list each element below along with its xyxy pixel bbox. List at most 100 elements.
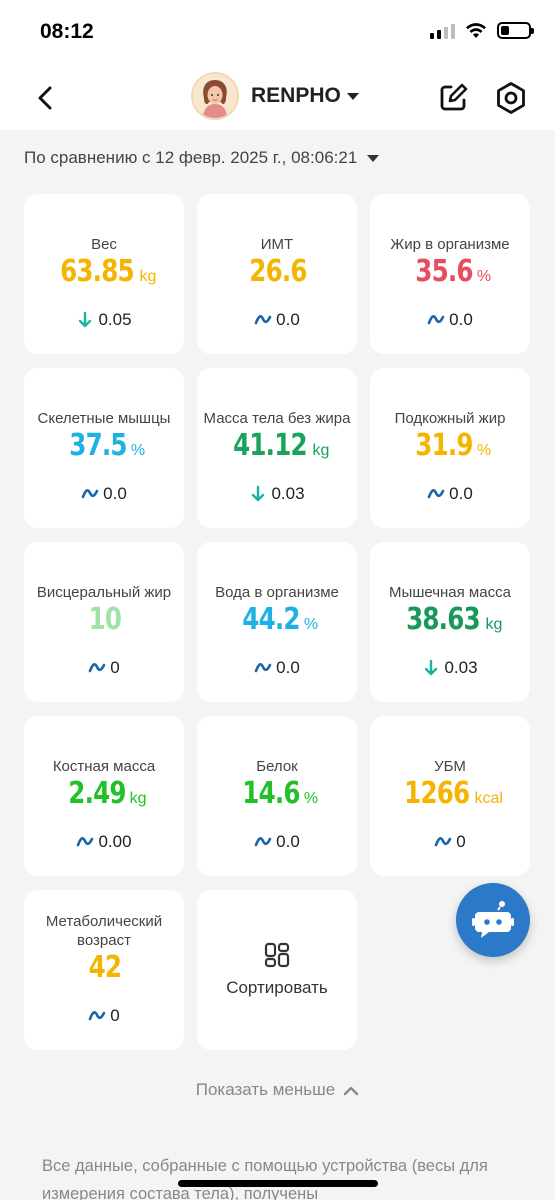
metric-number: 2.49	[67, 776, 126, 811]
metric-change-value: 0.0	[276, 832, 300, 851]
metric-value: 44.2%	[197, 602, 357, 644]
metric-card[interactable]: УБМ 1266 kcal 0	[370, 716, 530, 876]
metric-number: 38.63	[405, 602, 481, 637]
metric-number: 44.2	[242, 602, 300, 637]
wifi-icon	[466, 22, 486, 38]
compare-date-text: По сравнению с 12 февр. 2025 г., 08:06:2…	[24, 148, 358, 167]
profile-name: RENPHO	[251, 84, 341, 107]
wave-flat-icon	[81, 489, 99, 499]
metric-number: 14.6	[242, 776, 300, 811]
metric-change: 0.03	[370, 655, 530, 681]
metric-change-value: 0.0	[103, 484, 127, 503]
metric-change-value: 0.00	[98, 832, 132, 851]
metric-number: 26.6	[249, 254, 307, 289]
sort-grid-icon	[264, 942, 290, 968]
metric-value: 31.9%	[370, 428, 530, 470]
chevron-up-icon	[344, 1086, 359, 1096]
metric-card[interactable]: Скелетные мышцы 37.5% 0.0	[24, 368, 184, 528]
status-time: 08:12	[40, 20, 94, 43]
metric-card[interactable]: Метаболический возраст 42 0	[24, 890, 184, 1050]
metric-value: 2.49 kg	[24, 776, 184, 818]
metric-change: 0.0	[197, 829, 357, 855]
metric-change: 0.05	[24, 307, 184, 333]
metric-label: Подкожный жир	[394, 410, 506, 427]
metric-card[interactable]: Масса тела без жира 41.12 kg 0.03	[197, 368, 357, 528]
status-icons	[430, 22, 534, 39]
metric-number: 37.5	[69, 428, 127, 463]
metric-value: 37.5%	[24, 428, 184, 470]
metric-change: 0.0	[370, 307, 530, 333]
show-less-button[interactable]: Показать меньше	[0, 1080, 555, 1100]
metric-label: Висцеральный жир	[36, 584, 172, 601]
metric-card[interactable]: Костная масса 2.49 kg 0.00	[24, 716, 184, 876]
disclaimer-text: Все данные, собранные с помощью устройст…	[42, 1157, 488, 1200]
back-chevron-left-icon[interactable]	[28, 80, 64, 116]
metric-card[interactable]: Вода в организме 44.2% 0.0	[197, 542, 357, 702]
wave-flat-icon	[88, 1011, 106, 1021]
metric-number: 31.9	[415, 428, 473, 463]
wave-flat-icon	[254, 315, 272, 325]
status-bar: 08:12	[0, 0, 555, 66]
app-header: RENPHO	[0, 66, 555, 130]
metric-value: 35.6%	[370, 254, 530, 296]
metric-label: Масса тела без жира	[203, 410, 351, 427]
wave-flat-icon	[434, 837, 452, 847]
metric-change: 0.0	[197, 655, 357, 681]
metric-change-value: 0.0	[276, 310, 300, 329]
metric-label: Вес	[91, 236, 117, 253]
metric-change-value: 0.03	[271, 484, 305, 503]
wave-flat-icon	[427, 315, 445, 325]
settings-icon[interactable]	[494, 81, 528, 115]
metric-unit: kcal	[474, 790, 503, 807]
metric-label: Метаболический возраст	[45, 913, 163, 949]
assistant-button[interactable]	[456, 883, 530, 957]
metric-change: 0.0	[370, 481, 530, 507]
metric-number: 63.85	[59, 254, 135, 289]
metric-change-value: 0	[110, 658, 120, 677]
metric-change: 0	[24, 655, 184, 681]
metric-label: ИМТ	[260, 236, 294, 253]
wave-flat-icon	[254, 837, 272, 847]
metric-value: 1266 kcal	[370, 776, 530, 818]
metric-number: 41.12	[232, 428, 308, 463]
edit-icon[interactable]	[437, 82, 469, 114]
metric-change-value: 0.03	[444, 658, 478, 677]
metric-value: 14.6%	[197, 776, 357, 818]
robot-chat-icon	[472, 901, 514, 938]
metric-change-value: 0	[110, 1006, 120, 1025]
metric-change-value: 0.0	[449, 484, 473, 503]
metric-card[interactable]: Подкожный жир 31.9% 0.0	[370, 368, 530, 528]
profile-switcher[interactable]: RENPHO	[191, 72, 359, 120]
metric-card[interactable]: Белок 14.6% 0.0	[197, 716, 357, 876]
metric-change: 0	[24, 1003, 184, 1029]
sort-label: Сортировать	[226, 978, 328, 997]
metric-card[interactable]: Вес 63.85 kg 0.05	[24, 194, 184, 354]
home-indicator	[178, 1180, 378, 1187]
metric-card[interactable]: ИМТ 26.6 0.0	[197, 194, 357, 354]
metric-unit: kg	[139, 268, 157, 285]
metric-label: УБМ	[434, 758, 466, 775]
metric-card[interactable]: Висцеральный жир 10 0	[24, 542, 184, 702]
metric-change: 0.00	[24, 829, 184, 855]
sort-button[interactable]: Сортировать	[197, 890, 357, 1050]
metric-card[interactable]: Мышечная масса 38.63 kg 0.03	[370, 542, 530, 702]
wave-flat-icon	[254, 663, 272, 673]
avatar	[191, 72, 239, 120]
compare-date-selector[interactable]: По сравнению с 12 февр. 2025 г., 08:06:2…	[24, 148, 380, 168]
metric-unit: %	[476, 442, 492, 459]
metric-label: Жир в организме	[390, 236, 510, 253]
signal-icon	[430, 23, 455, 39]
metric-value: 10	[24, 602, 184, 644]
metric-label: Белок	[256, 758, 298, 775]
metrics-grid: Вес 63.85 kg 0.05 ИМТ 26.6 0.0 Жир в организме 3…	[24, 194, 532, 1050]
wave-flat-icon	[77, 837, 94, 847]
metric-change: 0.0	[24, 481, 184, 507]
metric-card[interactable]: Жир в организме 35.6% 0.0	[370, 194, 530, 354]
battery-icon	[497, 22, 534, 39]
metric-value: 26.6	[197, 254, 357, 296]
metric-label: Скелетные мышцы	[37, 410, 171, 427]
caret-down-icon	[367, 154, 380, 162]
metric-value: 41.12 kg	[197, 428, 357, 470]
metric-number: 1266	[404, 776, 470, 811]
metric-value: 38.63 kg	[370, 602, 530, 644]
